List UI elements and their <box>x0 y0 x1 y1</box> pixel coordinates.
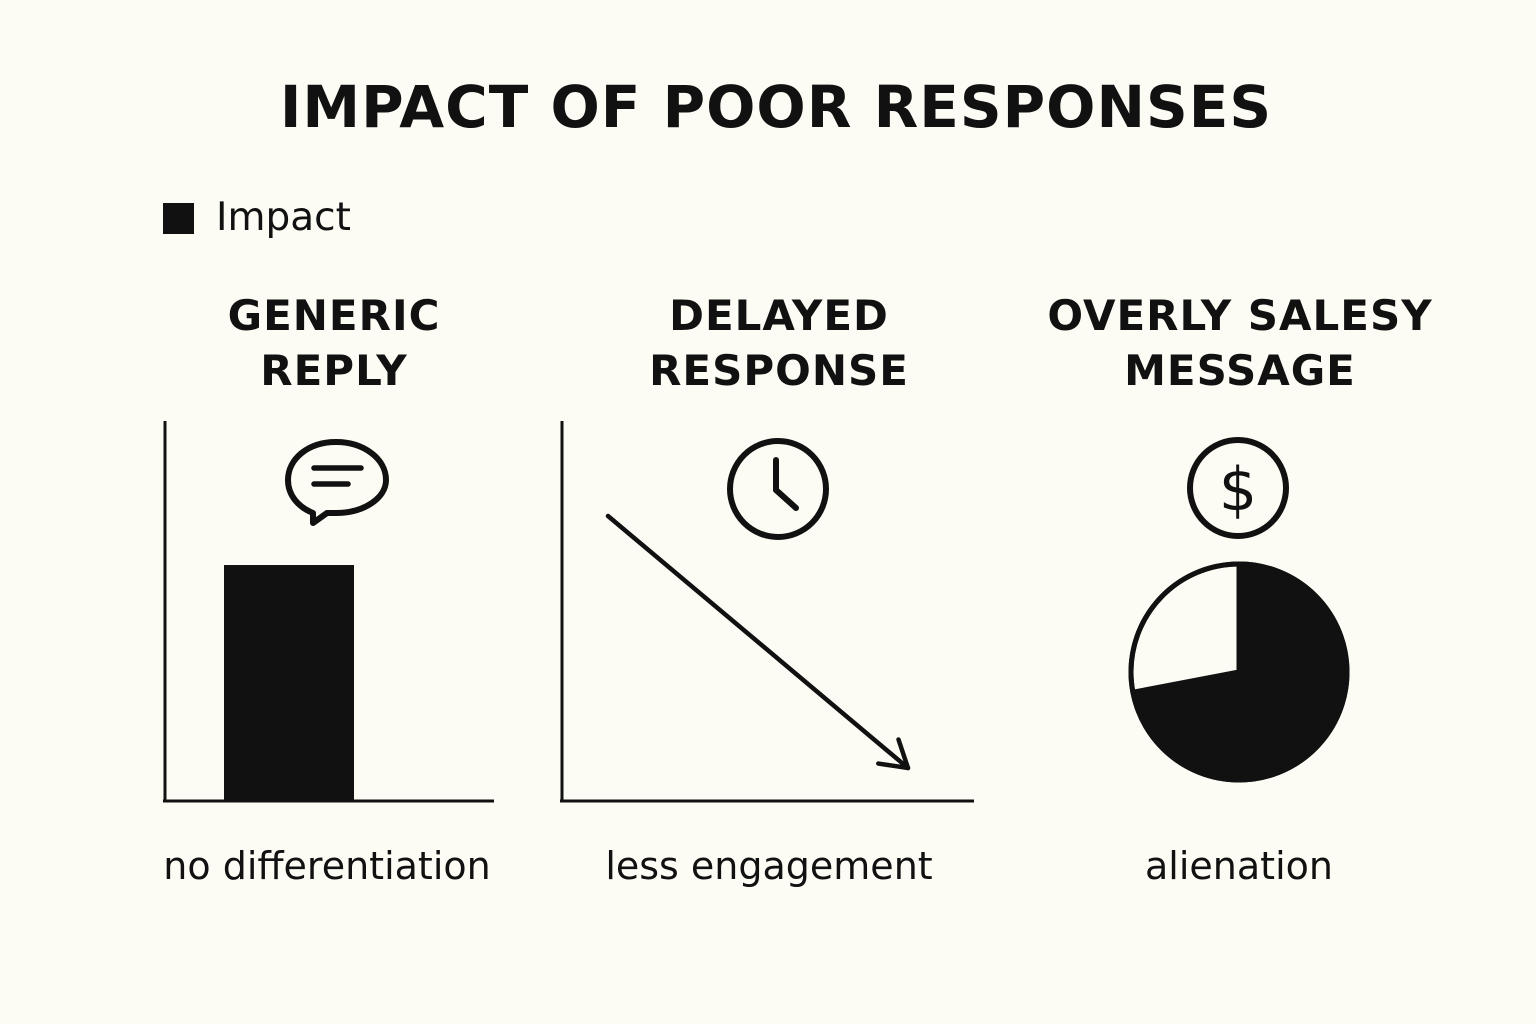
legend: Impact <box>163 192 351 244</box>
panel-title-line: REPLY <box>260 346 408 395</box>
trend-line-delayed-response <box>605 513 911 771</box>
panel-title-line: MESSAGE <box>1124 346 1356 395</box>
panel-title-line: OVERLY SALESY <box>1047 291 1433 340</box>
caption-no-differentiation: no differentiation <box>163 844 491 888</box>
svg-text:$: $ <box>1219 455 1257 525</box>
clock-icon <box>727 438 829 540</box>
panel-title-overly-salesy-message: OVERLY SALESY MESSAGE <box>1020 288 1460 398</box>
pie-chart <box>1128 561 1350 783</box>
panel-title-delayed-response: DELAYED RESPONSE <box>559 288 999 398</box>
panel-title-line: DELAYED <box>669 291 889 340</box>
caption-alienation: alienation <box>1145 844 1333 888</box>
dollar-circle-icon: $ <box>1187 437 1289 539</box>
pie-outline <box>1128 561 1350 783</box>
trend-arrowhead <box>876 737 911 771</box>
panel-title-generic-reply: GENERIC REPLY <box>114 288 554 398</box>
chart-title: IMPACT OF POOR RESPONSES <box>279 73 1273 141</box>
bar-generic-reply <box>224 565 354 800</box>
speech-bubble-icon <box>285 439 389 526</box>
pie-slice-other <box>1128 561 1242 695</box>
legend-swatch-impact <box>163 202 194 234</box>
panel-title-line: GENERIC <box>227 291 441 340</box>
panel-title-line: RESPONSE <box>649 346 909 395</box>
legend-label-impact: Impact <box>216 195 351 240</box>
caption-less-engagement: less engagement <box>605 844 933 888</box>
